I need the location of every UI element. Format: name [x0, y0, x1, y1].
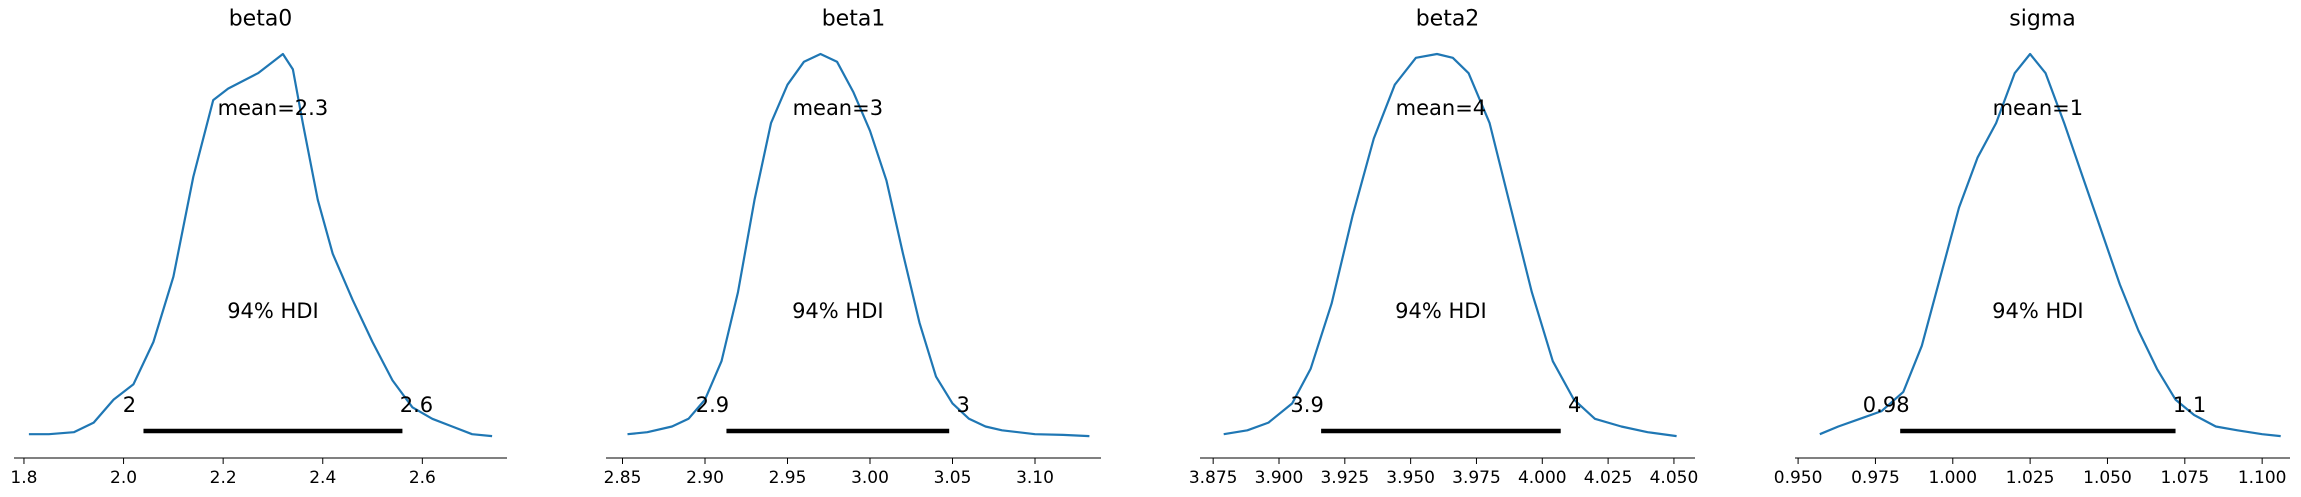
x-tick-label: 0.975 — [1851, 468, 1900, 488]
hdi-label: 94% HDI — [1395, 299, 1487, 323]
x-tick-label: 2.6 — [409, 468, 436, 488]
x-tick-label: 1.075 — [2160, 468, 2209, 488]
x-tick-label: 3.05 — [934, 468, 972, 488]
x-tick-label: 1.8 — [10, 468, 37, 488]
hdi-high-label: 4 — [1568, 393, 1581, 417]
hdi-label: 94% HDI — [1992, 299, 2084, 323]
x-tick-label: 0.950 — [1774, 468, 1823, 488]
x-tick-label: 3.875 — [1189, 468, 1238, 488]
panel-beta1: beta1 2.9 3 94% HDI mean=3 2.85 2.90 2.95 3.00 3.… — [604, 7, 1101, 488]
x-tick-label: 3.00 — [851, 468, 889, 488]
hdi-low-label: 3.9 — [1290, 393, 1323, 417]
hdi-low-label: 2.9 — [696, 393, 729, 417]
density-curve — [627, 52, 1090, 438]
x-tick-label: 4.025 — [1584, 468, 1633, 488]
x-tick-label: 1.000 — [1928, 468, 1977, 488]
x-tick-label: 3.900 — [1255, 468, 1304, 488]
x-tick-label: 3.10 — [1016, 468, 1054, 488]
x-tick-label: 2.90 — [686, 468, 724, 488]
panel-beta2: beta2 3.9 4 94% HDI mean=4 3.875 3.900 3.925 3.9… — [1189, 7, 1698, 489]
panel-title: beta0 — [229, 7, 293, 32]
x-tick-label: 3.975 — [1452, 468, 1501, 488]
hdi-high-label: 2.6 — [400, 393, 433, 417]
x-tick-label: 1.025 — [2006, 468, 2055, 488]
x-tick-label: 4.000 — [1518, 468, 1567, 488]
hdi-high-label: 3 — [957, 393, 970, 417]
panel-title: beta1 — [822, 7, 886, 32]
x-tick-label: 2.95 — [769, 468, 807, 488]
hdi-label: 94% HDI — [227, 299, 319, 323]
x-tick-label: 2.2 — [210, 468, 237, 488]
hdi-low-label: 2 — [123, 393, 136, 417]
density-curve — [1223, 52, 1677, 438]
x-tick-label: 1.100 — [2238, 468, 2287, 488]
mean-label: mean=4 — [1396, 96, 1487, 120]
panel-title: sigma — [2009, 7, 2075, 32]
hdi-low-label: 0.98 — [1863, 393, 1910, 417]
x-tick-label: 2.4 — [309, 468, 336, 488]
mean-label: mean=3 — [793, 96, 884, 120]
panel-title: beta2 — [1416, 7, 1480, 32]
hdi-high-label: 1.1 — [2173, 393, 2206, 417]
x-tick-label: 2.0 — [110, 468, 137, 488]
panel-beta0: beta0 2 2.6 94% HDI mean=2.3 1.8 2.0 2.2 2.4 2.6 — [10, 7, 507, 488]
x-tick-label: 2.85 — [604, 468, 642, 488]
hdi-label: 94% HDI — [792, 299, 884, 323]
mean-label: mean=2.3 — [218, 96, 329, 120]
mean-label: mean=1 — [1993, 96, 2084, 120]
density-curve — [28, 52, 493, 438]
x-tick-label: 4.050 — [1650, 468, 1699, 488]
x-tick-label: 3.950 — [1386, 468, 1435, 488]
x-tick-label: 3.925 — [1320, 468, 1369, 488]
panel-sigma: sigma 0.98 1.1 94% HDI mean=1 0.950 0.975 1.000… — [1774, 7, 2290, 488]
x-tick-label: 1.050 — [2083, 468, 2132, 488]
density-curve — [1819, 52, 2281, 438]
